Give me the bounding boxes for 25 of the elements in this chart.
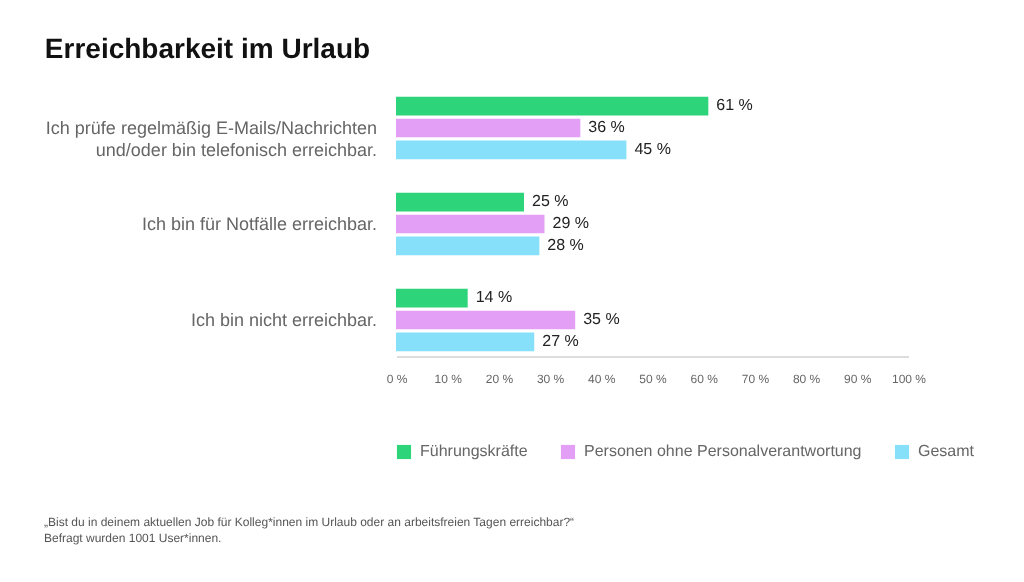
data-label: 29 % xyxy=(552,214,589,232)
data-label: 27 % xyxy=(542,331,579,350)
data-label: 45 % xyxy=(634,139,671,158)
bar xyxy=(396,140,627,160)
legend-label: Gesamt xyxy=(918,442,976,460)
data-label: 61 % xyxy=(716,96,753,115)
data-label: 14 % xyxy=(475,288,513,307)
bar xyxy=(396,96,709,116)
data-label: 25 % xyxy=(532,192,569,211)
y-tick-label: Ich bin für Notfälle erreichbar. xyxy=(141,214,377,234)
bar xyxy=(396,118,581,138)
bar xyxy=(396,288,468,308)
bar xyxy=(396,214,545,234)
chart-title: Erreichbarkeit im Urlaub xyxy=(44,32,371,64)
bar xyxy=(396,192,524,212)
bar xyxy=(396,310,576,330)
bar xyxy=(396,236,540,256)
legend-label: Führungskräfte xyxy=(420,442,529,460)
data-label: 28 % xyxy=(547,235,584,254)
y-tick-label: Ich bin nicht erreichbar. xyxy=(190,310,377,330)
legend-label: Personen ohne Personalverantwortung xyxy=(584,442,862,460)
bar xyxy=(396,332,535,352)
data-label: 36 % xyxy=(588,118,625,136)
data-label: 35 % xyxy=(583,310,620,328)
y-tick-label: Ich prüfe regelmäßig E-Mails/Nachrichten und/oder bin telefonisch erreichbar. xyxy=(45,118,377,160)
